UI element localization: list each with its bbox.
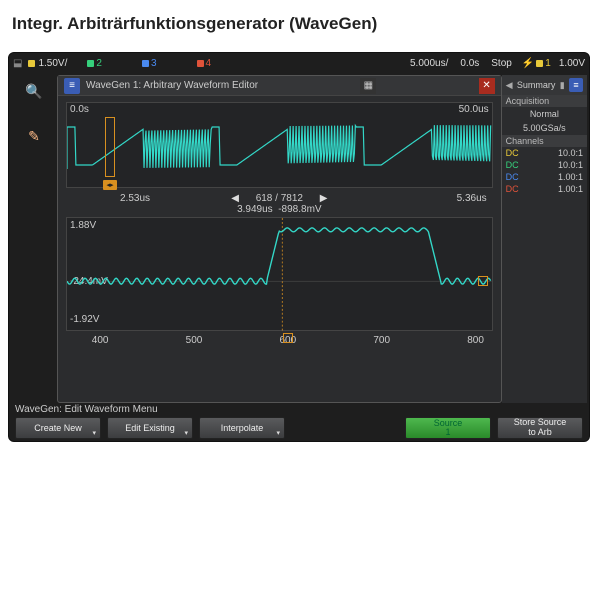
xaxis-marker[interactable]	[283, 333, 293, 343]
left-toolbar: 🔍 ✎	[17, 83, 51, 145]
ch1-scale: 1.50V/	[38, 58, 67, 69]
interpolate-button[interactable]: Interpolate▾	[199, 417, 285, 439]
selected-point-box[interactable]	[478, 276, 488, 286]
detail-wave	[67, 218, 492, 331]
palette-icon[interactable]: ▦	[360, 78, 376, 94]
collapse-icon[interactable]: ◀	[506, 80, 513, 91]
scope-topbar: ⬓ 1.50V/ 2 3 4 5.000us/ 0.0s Stop ⚡ 1 1.…	[9, 53, 589, 73]
acq-mode: Normal	[502, 107, 587, 121]
ch4-indicator[interactable]	[197, 60, 204, 67]
acq-header: Acquisition	[502, 95, 587, 107]
close-icon[interactable]: ✕	[479, 78, 495, 94]
chan-row: DC1.00:1	[502, 183, 587, 195]
softkey-bar: Create New▾ Edit Existing▾ Interpolate▾ …	[9, 417, 589, 441]
run-mode[interactable]: Stop	[491, 58, 512, 69]
acq-rate: 5.00GSa/s	[502, 121, 587, 135]
chevron-down-icon: ▾	[276, 429, 280, 437]
summary-title: Summary	[517, 80, 556, 90]
prev-sample[interactable]: ◀	[231, 193, 239, 204]
page-heading: Integr. Arbiträrfunktionsgenerator (Wave…	[12, 14, 592, 34]
editor-titlebar[interactable]: ≡ WaveGen 1: Arbitrary Waveform Editor ▦…	[58, 76, 501, 96]
center-time: 3.949us	[237, 204, 273, 215]
chan-row: DC1.00:1	[502, 171, 587, 183]
waveform-editor: ≡ WaveGen 1: Arbitrary Waveform Editor ▦…	[57, 75, 502, 403]
edit-existing-button[interactable]: Edit Existing▾	[107, 417, 193, 439]
sample-index: 618 / 7812	[256, 193, 303, 204]
overview-end: 50.0us	[459, 104, 489, 115]
zoom-icon[interactable]: 🔍	[17, 83, 51, 100]
ch2-indicator[interactable]	[87, 60, 94, 67]
menu-icon[interactable]: ≡	[64, 78, 80, 94]
detail-chart[interactable]: 1.88V -24.4mV -1.92V	[66, 217, 493, 331]
chan-row: DC10.0:1	[502, 159, 587, 171]
pencil-icon[interactable]: ✎	[17, 128, 51, 145]
overview-wave	[67, 119, 492, 175]
overview-handle[interactable]: ◂▸	[103, 180, 117, 190]
oscilloscope-window: ⬓ 1.50V/ 2 3 4 5.000us/ 0.0s Stop ⚡ 1 1.…	[8, 52, 590, 442]
ch1-indicator[interactable]	[28, 60, 35, 67]
cursor-status: 2.53us ◀ 618 / 7812 ▶ 5.36us 3.949us -89…	[58, 193, 501, 215]
overview-start: 0.0s	[70, 104, 89, 115]
source-button[interactable]: Source 1	[405, 417, 491, 439]
zoom-end: 5.36us	[457, 193, 487, 204]
chan-row: DC10.0:1	[502, 147, 587, 159]
trigger-level[interactable]: 1.00V	[559, 58, 585, 69]
channels-header: Channels	[502, 135, 587, 147]
delay[interactable]: 0.0s	[460, 58, 479, 69]
summary-menu-icon[interactable]: ≡	[569, 78, 583, 92]
store-source-button[interactable]: Store Source to Arb	[497, 417, 583, 439]
summary-panel: ◀ Summary ▮ ≡ Acquisition Normal 5.00GSa…	[502, 75, 587, 403]
ch3-indicator[interactable]	[142, 60, 149, 67]
create-new-button[interactable]: Create New▾	[15, 417, 101, 439]
chevron-down-icon: ▾	[92, 429, 96, 437]
next-sample[interactable]: ▶	[320, 193, 328, 204]
center-voltage: -898.8mV	[278, 204, 321, 215]
detail-xaxis: 400 500 600 700 800	[66, 335, 493, 355]
timebase[interactable]: 5.000us/	[410, 58, 448, 69]
editor-title: WaveGen 1: Arbitrary Waveform Editor	[86, 80, 258, 91]
chevron-down-icon: ▾	[184, 429, 188, 437]
menu-breadcrumb: WaveGen: Edit Waveform Menu	[15, 404, 158, 415]
overview-chart[interactable]: 0.0s 50.0us ◂▸	[66, 102, 493, 188]
zoom-start: 2.53us	[120, 193, 150, 204]
